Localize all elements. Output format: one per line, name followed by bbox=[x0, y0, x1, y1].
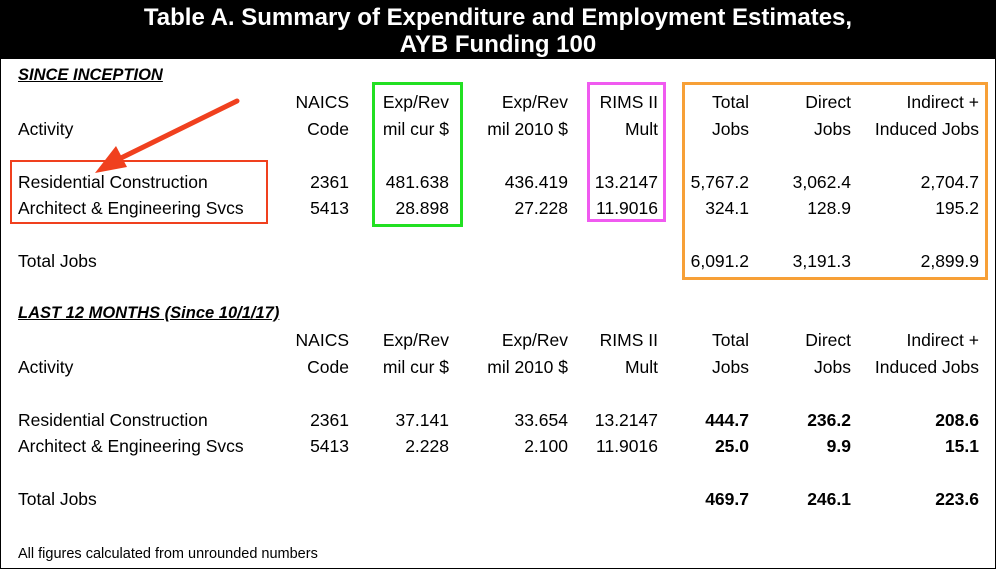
row-direct-jobs: 128.9 bbox=[807, 198, 851, 218]
row-activity: Residential Construction bbox=[18, 410, 208, 430]
total-row-direct-jobs: 246.1 bbox=[807, 489, 851, 509]
header-exp-2010-line1: Exp/Rev bbox=[501, 92, 568, 112]
row-total-jobs: 5,767.2 bbox=[690, 172, 749, 192]
row-naics: 2361 bbox=[310, 172, 349, 192]
row-direct-jobs: 9.9 bbox=[826, 436, 851, 456]
header-indirect-jobs-line1: Indirect + bbox=[906, 92, 979, 112]
row-exp-2010: 27.228 bbox=[514, 198, 568, 218]
title-line-2: AYB Funding 100 bbox=[399, 31, 597, 58]
row-indirect-jobs: 2,704.7 bbox=[920, 172, 979, 192]
header-activity: Activity bbox=[18, 357, 74, 377]
row-exp-cur: 481.638 bbox=[385, 172, 449, 192]
row-activity: Residential Construction bbox=[18, 172, 208, 192]
row-direct-jobs: 3,062.4 bbox=[792, 172, 851, 192]
arrow-shaft bbox=[118, 98, 240, 161]
row-exp-2010: 33.654 bbox=[514, 410, 568, 430]
header-exp-cur-line2: mil cur $ bbox=[382, 357, 449, 377]
row-rims: 13.2147 bbox=[594, 410, 658, 430]
table-title: Table A. Summary of Expenditure and Empl… bbox=[1, 1, 995, 59]
header-exp-2010-line1: Exp/Rev bbox=[501, 330, 568, 350]
header-indirect-jobs-line2: Induced Jobs bbox=[874, 119, 979, 139]
total-row-total-jobs: 469.7 bbox=[705, 489, 749, 509]
header-direct-jobs-line1: Direct bbox=[805, 92, 851, 112]
row-naics: 5413 bbox=[310, 198, 349, 218]
header-total-jobs-line1: Total bbox=[712, 330, 749, 350]
row-rims: 11.9016 bbox=[596, 198, 658, 218]
total-row-label: Total Jobs bbox=[18, 251, 97, 271]
header-direct-jobs-line2: Jobs bbox=[814, 119, 851, 139]
row-total-jobs: 324.1 bbox=[705, 198, 749, 218]
footnote: All figures calculated from unrounded nu… bbox=[18, 546, 318, 562]
arrow-head bbox=[95, 146, 127, 173]
row-exp-cur: 2.228 bbox=[405, 436, 449, 456]
header-naics-line2: Code bbox=[307, 357, 349, 377]
total-row-total-jobs: 6,091.2 bbox=[690, 251, 749, 271]
section-heading-since-inception: SINCE INCEPTION bbox=[18, 66, 163, 84]
header-exp-cur-line1: Exp/Rev bbox=[382, 92, 449, 112]
row-naics: 5413 bbox=[310, 436, 349, 456]
header-exp-cur-line1: Exp/Rev bbox=[382, 330, 449, 350]
header-exp-2010-line2: mil 2010 $ bbox=[487, 357, 568, 377]
row-exp-2010: 2.100 bbox=[524, 436, 568, 456]
header-direct-jobs-line2: Jobs bbox=[814, 357, 851, 377]
row-exp-cur: 28.898 bbox=[395, 198, 449, 218]
row-rims: 11.9016 bbox=[596, 436, 658, 456]
row-exp-cur: 37.141 bbox=[395, 410, 449, 430]
header-indirect-jobs-line2: Induced Jobs bbox=[874, 357, 979, 377]
header-total-jobs-line1: Total bbox=[712, 92, 749, 112]
row-activity: Architect & Engineering Svcs bbox=[18, 198, 244, 218]
header-rims-line1: RIMS II bbox=[599, 92, 658, 112]
total-row-indirect-jobs: 223.6 bbox=[935, 489, 979, 509]
header-rims-line1: RIMS II bbox=[599, 330, 658, 350]
header-indirect-jobs-line1: Indirect + bbox=[906, 330, 979, 350]
row-indirect-jobs: 15.1 bbox=[944, 436, 979, 456]
total-row-direct-jobs: 3,191.3 bbox=[792, 251, 851, 271]
header-naics-line1: NAICS bbox=[295, 330, 349, 350]
section-heading-last-12-months: LAST 12 MONTHS (Since 10/1/17) bbox=[18, 304, 280, 322]
title-line-1: Table A. Summary of Expenditure and Empl… bbox=[143, 4, 853, 31]
total-row-indirect-jobs: 2,899.9 bbox=[920, 251, 979, 271]
header-direct-jobs-line1: Direct bbox=[805, 330, 851, 350]
highlight-box-jobs-orange bbox=[682, 82, 988, 280]
header-rims-line2: Mult bbox=[624, 357, 658, 377]
row-exp-2010: 436.419 bbox=[504, 172, 568, 192]
header-naics-line2: Code bbox=[307, 119, 349, 139]
total-row-label: Total Jobs bbox=[18, 489, 97, 509]
row-activity: Architect & Engineering Svcs bbox=[18, 436, 244, 456]
row-total-jobs: 444.7 bbox=[705, 410, 749, 430]
row-direct-jobs: 236.2 bbox=[807, 410, 851, 430]
row-indirect-jobs: 208.6 bbox=[935, 410, 979, 430]
highlight-box-exp-cur-green bbox=[372, 82, 463, 227]
header-rims-line2: Mult bbox=[624, 119, 658, 139]
highlight-box-activity-red bbox=[10, 160, 268, 224]
header-exp-2010-line2: mil 2010 $ bbox=[487, 119, 568, 139]
row-rims: 13.2147 bbox=[594, 172, 658, 192]
row-naics: 2361 bbox=[310, 410, 349, 430]
header-total-jobs-line2: Jobs bbox=[712, 357, 749, 377]
header-activity: Activity bbox=[18, 119, 74, 139]
highlight-box-rims-magenta bbox=[587, 82, 666, 222]
row-indirect-jobs: 195.2 bbox=[935, 198, 979, 218]
header-total-jobs-line2: Jobs bbox=[712, 119, 749, 139]
header-exp-cur-line2: mil cur $ bbox=[382, 119, 449, 139]
row-total-jobs: 25.0 bbox=[714, 436, 749, 456]
header-naics-line1: NAICS bbox=[295, 92, 349, 112]
